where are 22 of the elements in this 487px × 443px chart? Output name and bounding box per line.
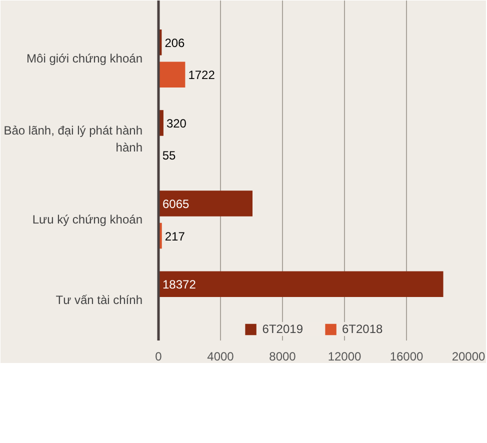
data-label: 1722 bbox=[188, 68, 216, 82]
y-tick-label: Tư vấn tài chính bbox=[56, 293, 143, 308]
data-label: 320 bbox=[166, 116, 187, 130]
y-tick-label: Bảo lãnh, đại lý phát hành hành bbox=[4, 124, 143, 154]
x-tick-label: 0 bbox=[155, 350, 162, 364]
data-label: 217 bbox=[164, 229, 186, 244]
data-label: 6065 bbox=[162, 197, 190, 212]
x-tick-label: 12000 bbox=[328, 350, 362, 364]
bar bbox=[158, 190, 253, 216]
data-label: 18372 bbox=[162, 278, 196, 292]
y-tick-label: Lưu ký chứng khoán bbox=[32, 212, 143, 227]
legend-label: 6T2019 bbox=[262, 322, 303, 336]
x-tick-label: 8000 bbox=[269, 350, 296, 364]
bar bbox=[158, 271, 444, 297]
legend-label: 6T2018 bbox=[342, 322, 383, 336]
x-tick-label: 20000 bbox=[452, 350, 486, 364]
bar bbox=[158, 62, 186, 88]
x-tick-label: 4000 bbox=[207, 350, 234, 364]
data-label: 206 bbox=[164, 36, 186, 50]
y-tick-label: Môi giới chứng khoán bbox=[26, 52, 143, 66]
data-label: 55 bbox=[162, 148, 176, 163]
x-tick-label: 16000 bbox=[390, 350, 424, 364]
